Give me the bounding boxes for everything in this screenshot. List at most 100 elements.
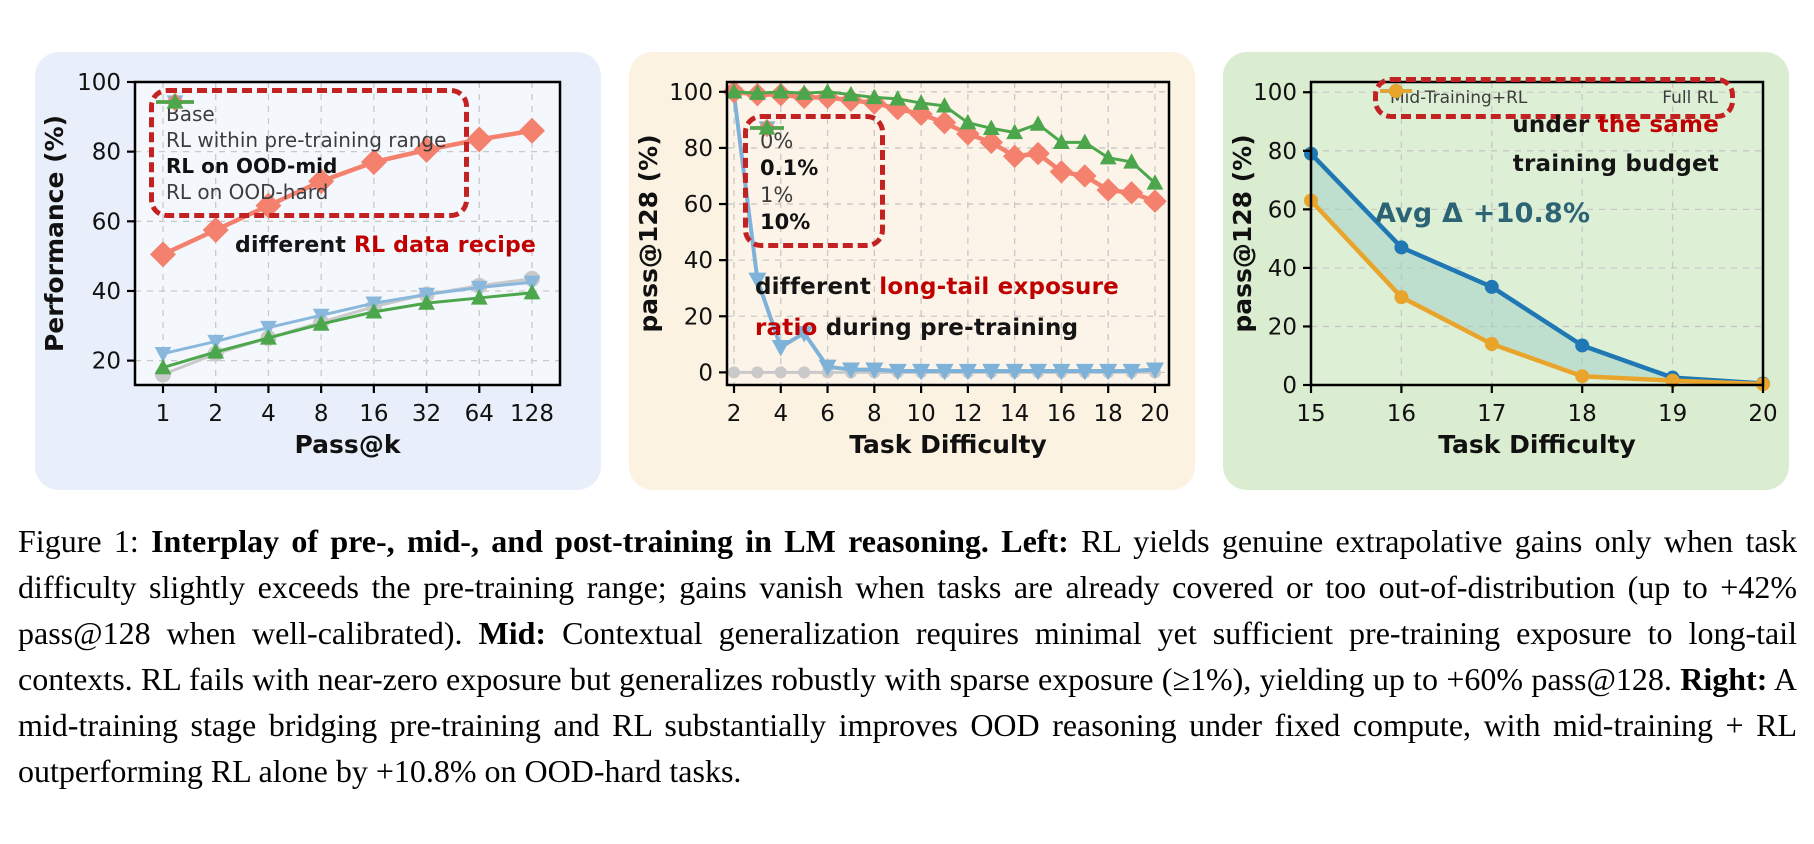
y-tick-labels: 20 40 60 80 100: [77, 70, 121, 375]
svg-text:0: 0: [1282, 373, 1297, 399]
right-annotation-3: Avg Δ +10.8%: [1375, 198, 1590, 229]
legend-label: 1%: [760, 182, 794, 207]
left-chart-svg: 1 2 4 8 16 32 64 128 20 40 60 80 100 Pass@k Performanc…: [40, 70, 562, 459]
legend-item-rl-on-ood-hard: RL on OOD-hard: [156, 93, 452, 204]
svg-text:0: 0: [698, 360, 713, 386]
x-axis-title: Pass@k: [295, 430, 402, 459]
svg-text:4: 4: [773, 401, 788, 427]
legend-marker-icon: [750, 119, 784, 135]
grid-lines: [727, 82, 1169, 385]
annotation-text: long-tail exposure: [879, 274, 1119, 300]
svg-text:60: 60: [92, 209, 121, 235]
annotation-text: RL data recipe: [353, 233, 537, 258]
svg-text:100: 100: [669, 80, 713, 106]
svg-text:40: 40: [684, 248, 713, 274]
axis-ticks: [127, 80, 534, 393]
grid-lines: [135, 81, 560, 385]
svg-text:20: 20: [1748, 401, 1777, 427]
annotation-text: different: [755, 274, 880, 300]
y-axis-title: pass@128 (%): [1228, 134, 1257, 332]
middle-annotation-1: different long-tail exposure: [755, 274, 1119, 300]
y-axis-title: Performance (%): [40, 115, 69, 352]
svg-text:20: 20: [684, 304, 713, 330]
annotation-text: training budget: [1512, 151, 1719, 177]
right-legend: Mid-Training+RL Full RL: [1373, 77, 1735, 119]
caption-segment: Mid:: [478, 615, 547, 651]
middle-chart-svg: 2 4 6 8 10 12 14 16 18 20 0 20 40 60 80 100 Task Difficu…: [634, 80, 1171, 459]
svg-text:19: 19: [1658, 401, 1687, 427]
svg-text:80: 80: [1268, 139, 1297, 165]
plot-border: [725, 80, 1171, 387]
y-tick-labels: 0 20 40 60 80 100: [1253, 80, 1297, 399]
svg-text:100: 100: [1253, 80, 1297, 106]
legend-marker-icon: [1380, 84, 1412, 98]
caption-segment: Right:: [1680, 661, 1768, 697]
svg-text:20: 20: [1140, 401, 1169, 427]
left-legend: Base RL within pre-training range RL on OO…: [149, 88, 469, 218]
legend-item-0-1: 0.1%: [750, 121, 868, 180]
svg-text:18: 18: [1568, 401, 1597, 427]
fill-between-area: [1311, 153, 1763, 385]
svg-text:100: 100: [77, 70, 121, 96]
series-rl-on-ood-hard: [154, 283, 541, 375]
svg-text:40: 40: [92, 279, 121, 305]
svg-text:80: 80: [684, 136, 713, 162]
plot-border: [133, 80, 562, 387]
legend-label: RL on OOD-mid: [166, 154, 338, 178]
annotation-text: under: [1512, 112, 1598, 138]
svg-text:16: 16: [1387, 401, 1416, 427]
svg-text:40: 40: [1268, 256, 1297, 282]
legend-label: 0.1%: [760, 155, 819, 180]
legend-label: Mid-Training+RL: [1390, 88, 1528, 108]
svg-text:6: 6: [820, 401, 835, 427]
caption-segment: Interplay of pre-, mid-, and post-traini…: [151, 523, 989, 559]
annotation-text: different: [235, 233, 354, 258]
right-chart-svg: 15 16 17 18 19 20 0 20 40 60 80 100 Task Difficulty p…: [1228, 80, 1778, 459]
svg-text:12: 12: [953, 401, 982, 427]
svg-text:4: 4: [261, 401, 276, 427]
caption-segment: Contextual generalization requires minim…: [18, 615, 1797, 697]
svg-text:64: 64: [465, 401, 494, 427]
legend-label: RL on OOD-hard: [166, 180, 329, 204]
y-axis-title: pass@128 (%): [634, 134, 663, 332]
svg-text:60: 60: [1268, 197, 1297, 223]
svg-text:15: 15: [1296, 401, 1325, 427]
svg-text:10: 10: [906, 401, 935, 427]
svg-text:1: 1: [156, 401, 171, 427]
legend-item-base: Base: [156, 95, 452, 126]
legend-label: Full RL: [1662, 88, 1718, 108]
chart-panel-right: 15 16 17 18 19 20 0 20 40 60 80 100 Task Difficulty p…: [1223, 52, 1789, 490]
svg-text:18: 18: [1094, 401, 1123, 427]
annotation-text: during pre-training: [817, 315, 1079, 341]
svg-text:2: 2: [208, 401, 223, 427]
y-tick-labels: 0 20 40 60 80 100: [669, 80, 713, 387]
legend-marker-icon: [156, 93, 194, 109]
annotation-text: the same: [1597, 112, 1719, 138]
plot-border: [1309, 80, 1765, 387]
annotation-text: ratio: [755, 315, 818, 341]
caption-segment: Left:: [1001, 523, 1069, 559]
axis-ticks: [1303, 91, 1765, 393]
legend-label: RL within pre-training range: [166, 128, 447, 152]
chart-panel-left: 1 2 4 8 16 32 64 128 20 40 60 80 100 Pass@k Performanc…: [35, 52, 601, 490]
legend-item-10: 10%: [750, 119, 868, 234]
series-rl-on-ood-mid: [150, 117, 545, 268]
svg-text:60: 60: [684, 192, 713, 218]
caption-segment: RL yields genuine extrapolative gains on…: [18, 523, 1798, 651]
legend-item-full-rl: Full RL: [1380, 84, 1718, 108]
svg-text:20: 20: [1268, 314, 1297, 340]
middle-legend: 0% 0.1% 1% 10%: [743, 114, 885, 248]
chart-panels-row: 1 2 4 8 16 32 64 128 20 40 60 80 100 Pass@k Performanc…: [35, 52, 1789, 490]
series-10: [725, 83, 1164, 190]
legend-item-rl-within-pre-training-range: RL within pre-training range: [156, 95, 452, 152]
svg-text:14: 14: [1000, 401, 1029, 427]
svg-text:16: 16: [359, 401, 388, 427]
axis-ticks: [719, 90, 1157, 393]
caption-segment: A mid-training stage bridging pre-traini…: [18, 661, 1798, 789]
svg-text:16: 16: [1047, 401, 1076, 427]
left-annotation-1: different RL data recipe: [235, 233, 536, 258]
x-tick-labels: 15 16 17 18 19 20: [1296, 401, 1777, 427]
figure-caption: Figure 1: Interplay of pre-, mid-, and p…: [18, 518, 1797, 794]
series-full-rl: [1304, 193, 1770, 392]
svg-text:8: 8: [867, 401, 882, 427]
